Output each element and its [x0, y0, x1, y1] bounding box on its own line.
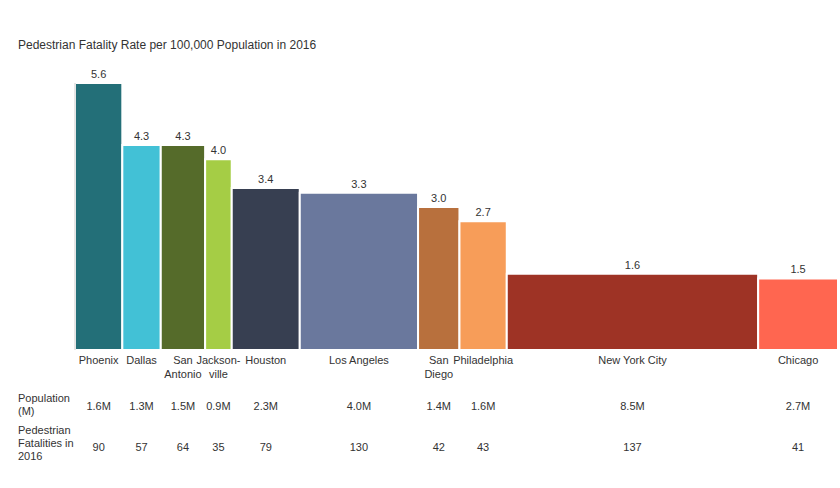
svg-text:1.6: 1.6	[625, 259, 640, 271]
svg-text:43: 43	[477, 441, 489, 453]
svg-text:1.6M: 1.6M	[471, 400, 495, 412]
svg-text:2.3M: 2.3M	[254, 400, 278, 412]
svg-text:1.5: 1.5	[790, 263, 805, 275]
svg-text:57: 57	[135, 441, 147, 453]
svg-text:130: 130	[350, 441, 368, 453]
svg-text:79: 79	[260, 441, 272, 453]
svg-text:Chicago: Chicago	[778, 354, 818, 366]
svg-text:41: 41	[792, 441, 804, 453]
svg-text:3.4: 3.4	[258, 173, 273, 185]
svg-text:Antonio: Antonio	[164, 368, 201, 380]
svg-text:Houston: Houston	[245, 354, 286, 366]
svg-text:1.6M: 1.6M	[86, 400, 110, 412]
svg-text:Dallas: Dallas	[126, 354, 157, 366]
svg-text:5.6: 5.6	[91, 68, 106, 80]
svg-text:90: 90	[93, 441, 105, 453]
svg-text:Jackson-: Jackson-	[196, 354, 240, 366]
svg-text:ville: ville	[209, 368, 228, 380]
svg-text:8.5M: 8.5M	[620, 400, 644, 412]
svg-text:San: San	[173, 354, 193, 366]
svg-text:4.3: 4.3	[134, 130, 149, 142]
svg-text:0.9M: 0.9M	[206, 400, 230, 412]
svg-text:4.0M: 4.0M	[347, 400, 371, 412]
svg-text:Los Angeles: Los Angeles	[329, 354, 389, 366]
html-text:Pedestrian Fatalities in 2016: Pedestrian Fatalities in 2016	[18, 424, 74, 462]
svg-text:San: San	[429, 354, 449, 366]
svg-text:2.7: 2.7	[475, 206, 490, 218]
svg-text:Diego: Diego	[424, 368, 453, 380]
svg-text:Philadelphia: Philadelphia	[453, 354, 514, 366]
svg-text:New York City: New York City	[598, 354, 667, 366]
svg-text:4.0: 4.0	[211, 144, 226, 156]
svg-text:64: 64	[177, 441, 189, 453]
svg-text:1.4M: 1.4M	[427, 400, 451, 412]
svg-text:35: 35	[212, 441, 224, 453]
svg-text:3.0: 3.0	[431, 192, 446, 204]
svg-text:1.3M: 1.3M	[129, 400, 153, 412]
html-text:Population (M): Population (M)	[18, 392, 70, 417]
svg-text:4.3: 4.3	[175, 130, 190, 142]
svg-text:137: 137	[623, 441, 641, 453]
html-text:Pedestrian Fatality Rate per 1: Pedestrian Fatality Rate per 100,000 Pop…	[18, 38, 317, 52]
svg-text:42: 42	[433, 441, 445, 453]
svg-text:2.7M: 2.7M	[786, 400, 810, 412]
svg-text:3.3: 3.3	[351, 178, 366, 190]
svg-text:1.5M: 1.5M	[171, 400, 195, 412]
svg-text:Phoenix: Phoenix	[79, 354, 119, 366]
